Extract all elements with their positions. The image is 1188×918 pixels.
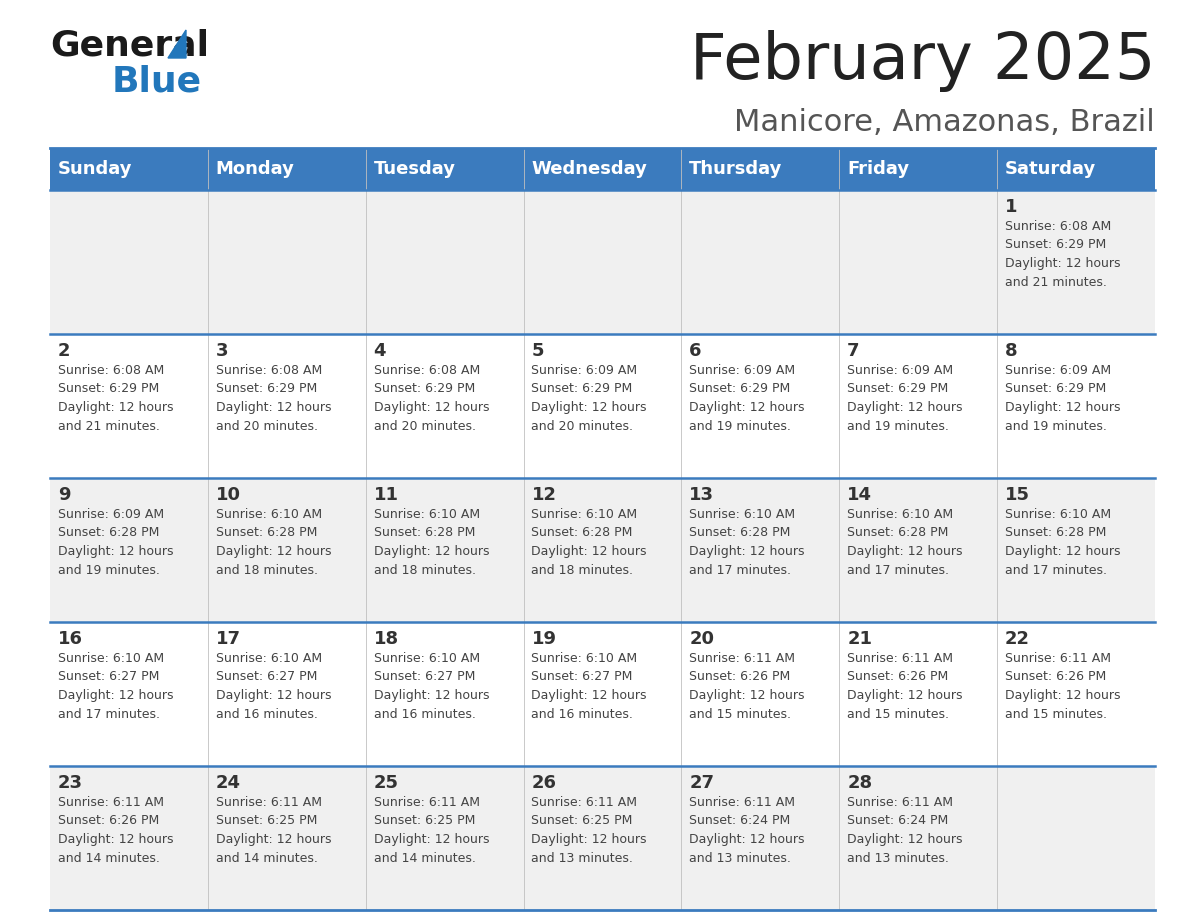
Text: 16: 16 (58, 630, 83, 648)
Text: Sunrise: 6:10 AM
Sunset: 6:28 PM
Daylight: 12 hours
and 17 minutes.: Sunrise: 6:10 AM Sunset: 6:28 PM Dayligh… (847, 508, 962, 577)
Text: Monday: Monday (216, 160, 295, 178)
Text: Sunrise: 6:08 AM
Sunset: 6:29 PM
Daylight: 12 hours
and 20 minutes.: Sunrise: 6:08 AM Sunset: 6:29 PM Dayligh… (216, 364, 331, 432)
Bar (208, 148, 366, 190)
Text: Sunrise: 6:08 AM
Sunset: 6:29 PM
Daylight: 12 hours
and 21 minutes.: Sunrise: 6:08 AM Sunset: 6:29 PM Dayligh… (1005, 220, 1120, 288)
Text: 1: 1 (1005, 198, 1018, 216)
Bar (50, 478, 1155, 622)
Bar (839, 148, 997, 190)
Text: 9: 9 (58, 486, 70, 504)
Text: 13: 13 (689, 486, 714, 504)
Text: Sunrise: 6:10 AM
Sunset: 6:27 PM
Daylight: 12 hours
and 17 minutes.: Sunrise: 6:10 AM Sunset: 6:27 PM Dayligh… (58, 652, 173, 721)
Text: 21: 21 (847, 630, 872, 648)
Bar (50, 622, 1155, 766)
Bar (997, 148, 1155, 190)
Text: Sunrise: 6:11 AM
Sunset: 6:25 PM
Daylight: 12 hours
and 14 minutes.: Sunrise: 6:11 AM Sunset: 6:25 PM Dayligh… (373, 796, 489, 865)
Text: 2: 2 (58, 342, 70, 360)
Text: February 2025: February 2025 (689, 30, 1155, 92)
Text: Saturday: Saturday (1005, 160, 1097, 178)
Text: 12: 12 (531, 486, 556, 504)
Text: Sunrise: 6:10 AM
Sunset: 6:27 PM
Daylight: 12 hours
and 16 minutes.: Sunrise: 6:10 AM Sunset: 6:27 PM Dayligh… (531, 652, 647, 721)
Text: Sunrise: 6:09 AM
Sunset: 6:29 PM
Daylight: 12 hours
and 20 minutes.: Sunrise: 6:09 AM Sunset: 6:29 PM Dayligh… (531, 364, 647, 432)
Text: Sunday: Sunday (58, 160, 132, 178)
Bar (50, 148, 208, 190)
Text: Sunrise: 6:11 AM
Sunset: 6:26 PM
Daylight: 12 hours
and 15 minutes.: Sunrise: 6:11 AM Sunset: 6:26 PM Dayligh… (689, 652, 804, 721)
Text: 27: 27 (689, 774, 714, 792)
Text: Sunrise: 6:09 AM
Sunset: 6:28 PM
Daylight: 12 hours
and 19 minutes.: Sunrise: 6:09 AM Sunset: 6:28 PM Dayligh… (58, 508, 173, 577)
Text: 25: 25 (373, 774, 399, 792)
Bar (682, 148, 839, 190)
Polygon shape (168, 30, 187, 58)
Text: Sunrise: 6:09 AM
Sunset: 6:29 PM
Daylight: 12 hours
and 19 minutes.: Sunrise: 6:09 AM Sunset: 6:29 PM Dayligh… (847, 364, 962, 432)
Text: Sunrise: 6:08 AM
Sunset: 6:29 PM
Daylight: 12 hours
and 21 minutes.: Sunrise: 6:08 AM Sunset: 6:29 PM Dayligh… (58, 364, 173, 432)
Text: 24: 24 (216, 774, 241, 792)
Text: Sunrise: 6:11 AM
Sunset: 6:25 PM
Daylight: 12 hours
and 13 minutes.: Sunrise: 6:11 AM Sunset: 6:25 PM Dayligh… (531, 796, 647, 865)
Text: Sunrise: 6:10 AM
Sunset: 6:28 PM
Daylight: 12 hours
and 17 minutes.: Sunrise: 6:10 AM Sunset: 6:28 PM Dayligh… (689, 508, 804, 577)
Text: Sunrise: 6:10 AM
Sunset: 6:28 PM
Daylight: 12 hours
and 17 minutes.: Sunrise: 6:10 AM Sunset: 6:28 PM Dayligh… (1005, 508, 1120, 577)
Text: Wednesday: Wednesday (531, 160, 647, 178)
Text: Sunrise: 6:08 AM
Sunset: 6:29 PM
Daylight: 12 hours
and 20 minutes.: Sunrise: 6:08 AM Sunset: 6:29 PM Dayligh… (373, 364, 489, 432)
Text: Sunrise: 6:10 AM
Sunset: 6:27 PM
Daylight: 12 hours
and 16 minutes.: Sunrise: 6:10 AM Sunset: 6:27 PM Dayligh… (216, 652, 331, 721)
Text: Sunrise: 6:11 AM
Sunset: 6:26 PM
Daylight: 12 hours
and 15 minutes.: Sunrise: 6:11 AM Sunset: 6:26 PM Dayligh… (847, 652, 962, 721)
Text: 6: 6 (689, 342, 702, 360)
Text: 17: 17 (216, 630, 241, 648)
Text: 11: 11 (373, 486, 399, 504)
Text: 14: 14 (847, 486, 872, 504)
Bar (50, 190, 1155, 334)
Text: Blue: Blue (112, 64, 202, 98)
Text: 28: 28 (847, 774, 872, 792)
Text: Sunrise: 6:10 AM
Sunset: 6:27 PM
Daylight: 12 hours
and 16 minutes.: Sunrise: 6:10 AM Sunset: 6:27 PM Dayligh… (373, 652, 489, 721)
Text: Sunrise: 6:10 AM
Sunset: 6:28 PM
Daylight: 12 hours
and 18 minutes.: Sunrise: 6:10 AM Sunset: 6:28 PM Dayligh… (216, 508, 331, 577)
Text: 22: 22 (1005, 630, 1030, 648)
Text: 7: 7 (847, 342, 860, 360)
Text: Thursday: Thursday (689, 160, 783, 178)
Text: Manicore, Amazonas, Brazil: Manicore, Amazonas, Brazil (734, 108, 1155, 137)
Text: General: General (50, 28, 209, 62)
Text: 3: 3 (216, 342, 228, 360)
Bar (524, 148, 682, 190)
Text: 26: 26 (531, 774, 556, 792)
Text: Sunrise: 6:10 AM
Sunset: 6:28 PM
Daylight: 12 hours
and 18 minutes.: Sunrise: 6:10 AM Sunset: 6:28 PM Dayligh… (373, 508, 489, 577)
Text: Sunrise: 6:11 AM
Sunset: 6:24 PM
Daylight: 12 hours
and 13 minutes.: Sunrise: 6:11 AM Sunset: 6:24 PM Dayligh… (689, 796, 804, 865)
Text: 20: 20 (689, 630, 714, 648)
Text: 4: 4 (373, 342, 386, 360)
Text: Sunrise: 6:11 AM
Sunset: 6:26 PM
Daylight: 12 hours
and 15 minutes.: Sunrise: 6:11 AM Sunset: 6:26 PM Dayligh… (1005, 652, 1120, 721)
Text: 19: 19 (531, 630, 556, 648)
Bar (50, 766, 1155, 910)
Text: 5: 5 (531, 342, 544, 360)
Bar (50, 334, 1155, 478)
Text: Sunrise: 6:11 AM
Sunset: 6:25 PM
Daylight: 12 hours
and 14 minutes.: Sunrise: 6:11 AM Sunset: 6:25 PM Dayligh… (216, 796, 331, 865)
Text: Sunrise: 6:11 AM
Sunset: 6:26 PM
Daylight: 12 hours
and 14 minutes.: Sunrise: 6:11 AM Sunset: 6:26 PM Dayligh… (58, 796, 173, 865)
Text: Sunrise: 6:09 AM
Sunset: 6:29 PM
Daylight: 12 hours
and 19 minutes.: Sunrise: 6:09 AM Sunset: 6:29 PM Dayligh… (689, 364, 804, 432)
Text: 10: 10 (216, 486, 241, 504)
Text: Tuesday: Tuesday (373, 160, 456, 178)
Text: 8: 8 (1005, 342, 1018, 360)
Text: 15: 15 (1005, 486, 1030, 504)
Text: Sunrise: 6:11 AM
Sunset: 6:24 PM
Daylight: 12 hours
and 13 minutes.: Sunrise: 6:11 AM Sunset: 6:24 PM Dayligh… (847, 796, 962, 865)
Text: Sunrise: 6:10 AM
Sunset: 6:28 PM
Daylight: 12 hours
and 18 minutes.: Sunrise: 6:10 AM Sunset: 6:28 PM Dayligh… (531, 508, 647, 577)
Bar (366, 148, 524, 190)
Text: 18: 18 (373, 630, 399, 648)
Text: Sunrise: 6:09 AM
Sunset: 6:29 PM
Daylight: 12 hours
and 19 minutes.: Sunrise: 6:09 AM Sunset: 6:29 PM Dayligh… (1005, 364, 1120, 432)
Text: 23: 23 (58, 774, 83, 792)
Text: Friday: Friday (847, 160, 909, 178)
